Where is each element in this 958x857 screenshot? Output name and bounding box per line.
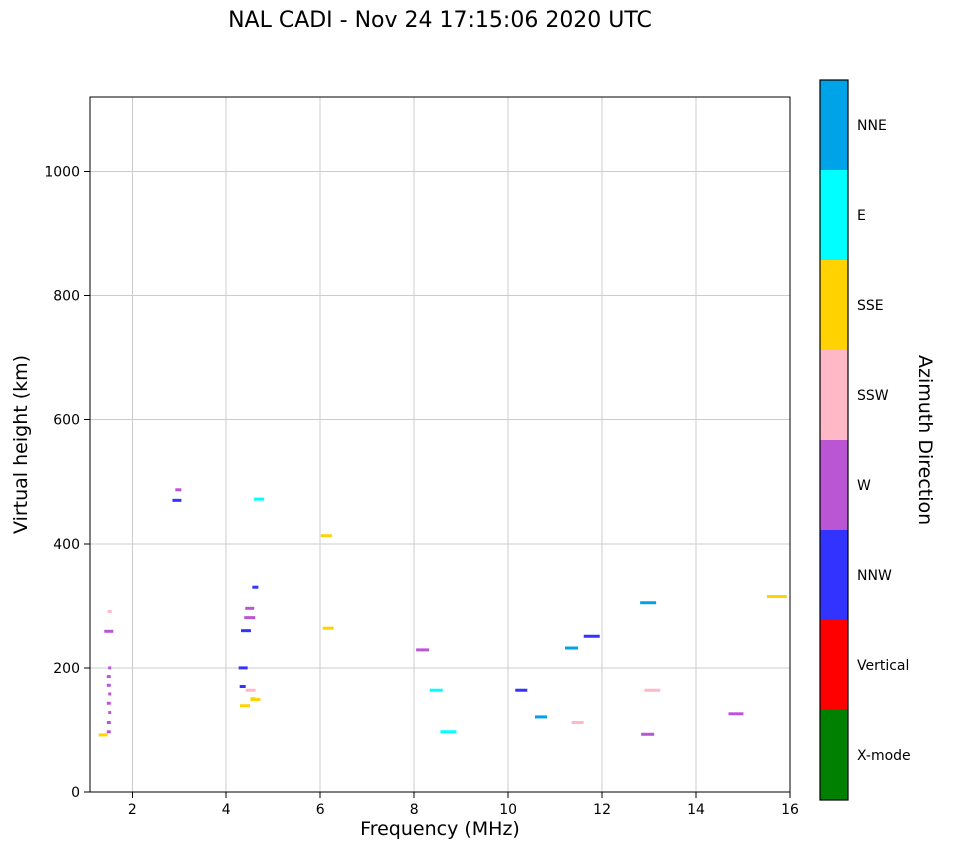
y-tick-label: 1000 (44, 164, 80, 180)
x-tick-label: 2 (128, 802, 137, 818)
colorbar-segment-e (820, 170, 848, 260)
x-tick-label: 6 (316, 802, 325, 818)
colorbar: NNE E SSE SSW W NNW Vertical X-mode (819, 79, 911, 801)
colorbar-segment-vertical (820, 620, 848, 710)
axes: 0 200 400 600 800 1000 2 4 6 8 10 12 14 16 (44, 96, 799, 818)
gridlines (90, 97, 791, 793)
y-tick-label: 200 (53, 661, 80, 677)
data-points (98, 488, 787, 737)
x-tick-label: 10 (499, 802, 517, 818)
colorbar-segment-label: SSW (857, 388, 889, 404)
y-tick-label: 400 (53, 537, 80, 553)
x-tick-label: 12 (593, 802, 611, 818)
colorbar-segment-label: NNW (857, 568, 892, 584)
colorbar-segment-label: SSE (857, 298, 884, 314)
colorbar-segment-label: Vertical (857, 658, 909, 674)
colorbar-segment-label: X-mode (857, 748, 911, 764)
colorbar-border (819, 79, 849, 801)
colorbar-segment-label: W (857, 478, 871, 494)
colorbar-segment-nnw (820, 530, 848, 620)
y-tick-label: 0 (71, 785, 80, 801)
colorbar-segment-ssw (820, 350, 848, 440)
x-tick-label: 8 (410, 802, 419, 818)
colorbar-segment-nne (820, 80, 848, 170)
colorbar-segment-label: NNE (857, 118, 887, 134)
chart-title: NAL CADI - Nov 24 17:15:06 2020 UTC (228, 8, 652, 33)
colorbar-label: Azimuth Direction (914, 354, 936, 526)
y-tick-label: 800 (53, 289, 80, 305)
x-axis-label: Frequency (MHz) (360, 818, 520, 840)
colorbar-segment-w (820, 440, 848, 530)
colorbar-segment-label: E (857, 208, 866, 224)
plot-spines (89, 96, 791, 793)
y-tick-label: 600 (53, 413, 80, 429)
x-tick-label: 4 (222, 802, 231, 818)
colorbar-segment-sse (820, 260, 848, 350)
x-tick-label: 14 (687, 802, 705, 818)
colorbar-segment-x-mode (820, 710, 848, 800)
x-tick-label: 16 (781, 802, 799, 818)
